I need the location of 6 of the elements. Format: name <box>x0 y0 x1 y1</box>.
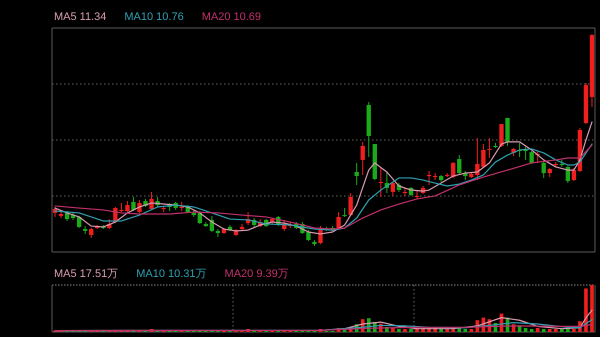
text: MA20 10.69 <box>202 11 262 23</box>
text: MA5 11.34 <box>54 11 106 23</box>
text: MA20 9.39万 <box>224 268 289 280</box>
text: MA10 10.31万 <box>136 268 207 280</box>
text: MA5 17.51万 <box>54 268 118 280</box>
text: MA10 10.76 <box>124 11 184 23</box>
